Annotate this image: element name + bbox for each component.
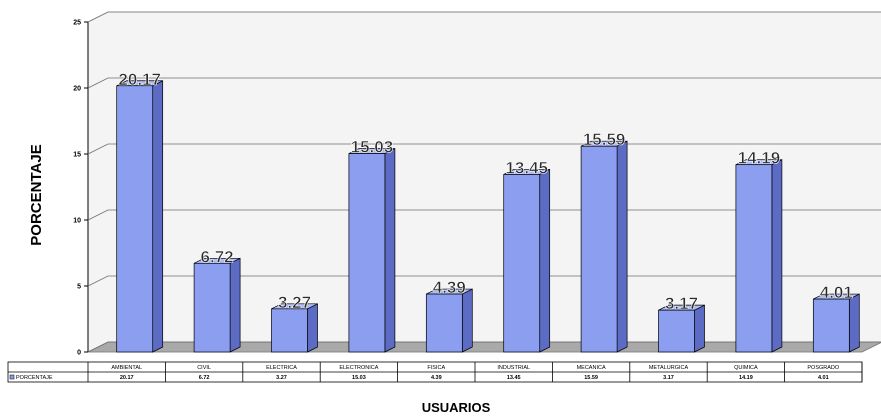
- bar-front: [659, 310, 695, 352]
- y-tick-label: 20: [73, 86, 81, 93]
- table-value: 4.01: [818, 375, 829, 381]
- category-label: INDUSTRIAL: [497, 365, 530, 371]
- data-label: 4.39: [433, 278, 466, 297]
- x-axis-label: USUARIOS: [422, 400, 491, 415]
- bar-side: [849, 294, 859, 352]
- y-tick-label: 10: [73, 218, 81, 225]
- legend-swatch: [10, 375, 14, 379]
- data-label: 3.17: [665, 294, 698, 313]
- data-label: 4.01: [820, 283, 853, 302]
- table-value: 3.27: [276, 375, 287, 381]
- category-label: MECANICA: [577, 365, 606, 371]
- bar-front: [349, 154, 385, 352]
- bar-front: [426, 294, 462, 352]
- bar-side: [462, 289, 472, 352]
- table-value: 6.72: [199, 375, 210, 381]
- bar-front: [194, 263, 230, 352]
- data-label: 15.03: [351, 138, 394, 157]
- bar: [194, 258, 240, 352]
- y-tick-label: 5: [77, 284, 81, 291]
- bar: [736, 160, 782, 352]
- y-tick-label: 0: [77, 350, 81, 357]
- bar: [581, 141, 627, 352]
- category-label: ELECTRONICA: [339, 365, 378, 371]
- table-value: 3.17: [663, 375, 674, 381]
- data-label: 14.19: [738, 149, 781, 168]
- category-label: ELECTRICA: [266, 365, 297, 371]
- bar-front: [117, 86, 153, 352]
- bar-front: [736, 165, 772, 352]
- category-label: AMBIENTAL: [111, 365, 142, 371]
- bar: [349, 149, 395, 352]
- bar-front: [581, 146, 617, 352]
- bar: [813, 294, 859, 352]
- data-table: PORCENTAJE AMBIENTAL 20.17 CIVIL 6.72 ELECTRI…: [8, 362, 862, 382]
- table-value: 15.59: [584, 375, 598, 381]
- table-value: 13.45: [507, 375, 521, 381]
- category-label: METALURGICA: [649, 365, 689, 371]
- bar: [504, 169, 550, 352]
- bar-front: [813, 299, 849, 352]
- bar-front: [272, 309, 308, 352]
- data-label: 6.72: [201, 247, 234, 266]
- bar-side: [617, 141, 627, 352]
- category-label: CIVIL: [197, 365, 211, 371]
- table-value: 20.17: [120, 375, 134, 381]
- bar-front: [504, 174, 540, 352]
- table-value: 14.19: [739, 375, 753, 381]
- data-label: 20.17: [118, 70, 161, 89]
- bar-side: [540, 169, 550, 352]
- bar-side: [230, 258, 240, 352]
- bar: [426, 289, 472, 352]
- bar-side: [153, 81, 163, 352]
- y-axis-label: PORCENTAJE: [28, 144, 45, 245]
- table-value: 15.03: [352, 375, 366, 381]
- y-tick-label: 15: [73, 152, 81, 159]
- legend-label: PORCENTAJE: [16, 375, 53, 381]
- data-label: 15.59: [583, 130, 626, 149]
- bar-side: [772, 160, 782, 352]
- data-label: 3.27: [278, 293, 311, 312]
- category-label: FISICA: [427, 365, 445, 371]
- category-label: POSGRADO: [807, 365, 840, 371]
- y-axis-ticks: 0 5 10 15 20 25: [73, 20, 88, 357]
- y-tick-label: 25: [73, 20, 81, 27]
- bar: [117, 81, 163, 352]
- category-label: QUIMICA: [734, 365, 758, 371]
- data-label: 13.45: [505, 158, 548, 177]
- bar-side: [385, 149, 395, 352]
- table-value: 4.39: [431, 375, 442, 381]
